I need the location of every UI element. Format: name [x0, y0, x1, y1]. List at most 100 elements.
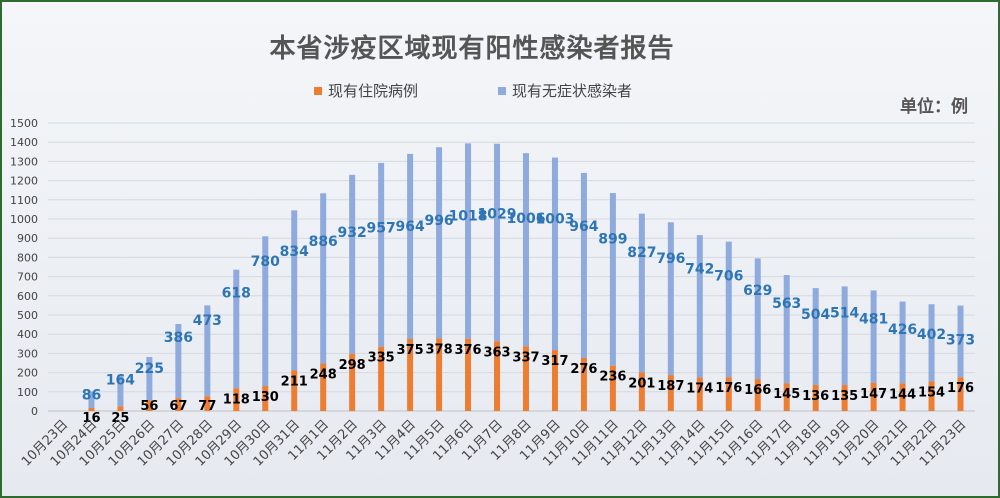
- data-label-hospitalized: 16: [82, 411, 100, 426]
- bar-asymptomatic: [928, 304, 935, 382]
- data-label-hospitalized: 166: [744, 383, 771, 398]
- bar-hospitalized: [117, 406, 124, 411]
- y-tick-label: 1000: [10, 213, 38, 226]
- bar-hospitalized: [899, 383, 906, 411]
- bar-hospitalized: [870, 382, 877, 411]
- data-label-hospitalized: 147: [860, 387, 887, 402]
- bar-hospitalized: [494, 341, 501, 411]
- bar-asymptomatic: [841, 286, 848, 386]
- data-label-asymptomatic: 1006: [507, 211, 546, 227]
- data-label-hospitalized: 154: [918, 385, 945, 400]
- y-tick-label: 100: [17, 386, 38, 399]
- bar-asymptomatic: [378, 162, 385, 347]
- bar-hospitalized: [928, 381, 935, 411]
- data-label-asymptomatic: 386: [164, 330, 193, 346]
- bar-hospitalized: [754, 379, 761, 411]
- chart-title: 本省涉疫区域现有阳性感染者报告: [269, 34, 675, 64]
- data-label-hospitalized: 211: [281, 374, 308, 389]
- data-label-asymptomatic: 996: [424, 213, 453, 229]
- bar-asymptomatic: [233, 269, 240, 389]
- data-label-asymptomatic: 473: [193, 313, 222, 329]
- bar-hospitalized: [436, 338, 443, 411]
- data-label-asymptomatic: 504: [801, 307, 830, 323]
- bar-asymptomatic: [204, 305, 211, 397]
- data-label-asymptomatic: 426: [888, 322, 917, 338]
- data-label-asymptomatic: 86: [82, 387, 101, 403]
- bar-hospitalized: [262, 386, 269, 411]
- bar-hospitalized: [783, 383, 790, 411]
- bar-asymptomatic: [436, 147, 443, 339]
- data-label-asymptomatic: 886: [309, 234, 338, 250]
- bar-hospitalized: [638, 372, 645, 411]
- data-label-hospitalized: 187: [657, 379, 684, 394]
- data-label-hospitalized: 248: [310, 367, 337, 382]
- data-label-asymptomatic: 834: [280, 244, 309, 260]
- data-label-hospitalized: 335: [368, 351, 395, 366]
- bar-asymptomatic: [754, 258, 761, 380]
- bar-asymptomatic: [609, 193, 616, 366]
- data-label-asymptomatic: 164: [106, 373, 135, 389]
- data-label-asymptomatic: 1018: [449, 209, 488, 225]
- bar-hospitalized: [291, 370, 298, 411]
- data-label-hospitalized: 135: [831, 389, 858, 404]
- y-tick-label: 900: [17, 232, 38, 245]
- data-label-asymptomatic: 618: [222, 285, 251, 301]
- data-label-asymptomatic: 1003: [535, 211, 574, 227]
- y-tick-label: 0: [31, 405, 38, 418]
- data-label-asymptomatic: 1029: [478, 206, 517, 222]
- bar-asymptomatic: [812, 288, 819, 385]
- legend-swatch-asymptomatic: [498, 86, 506, 95]
- data-label-hospitalized: 136: [802, 389, 829, 404]
- bar-hospitalized: [465, 338, 472, 411]
- y-tick-label: 800: [17, 251, 38, 264]
- data-label-hospitalized: 298: [339, 358, 366, 373]
- data-label-hospitalized: 376: [454, 343, 481, 358]
- bar-hospitalized: [580, 358, 587, 411]
- data-label-asymptomatic: 899: [598, 231, 627, 247]
- bar-asymptomatic: [638, 213, 645, 373]
- bar-hospitalized: [551, 350, 558, 411]
- y-tick-label: 1400: [10, 136, 38, 149]
- data-label-hospitalized: 276: [570, 362, 597, 377]
- bar-asymptomatic: [117, 374, 124, 407]
- data-label-hospitalized: 176: [947, 381, 974, 396]
- bar-asymptomatic: [696, 235, 703, 378]
- bar-asymptomatic: [783, 275, 790, 384]
- data-label-hospitalized: 144: [889, 387, 916, 402]
- data-label-asymptomatic: 514: [830, 305, 859, 321]
- legend-label-asymptomatic: 现有无症状感染者: [512, 82, 633, 100]
- bar-hospitalized: [696, 377, 703, 411]
- data-label-hospitalized: 25: [111, 411, 129, 426]
- bar-asymptomatic: [291, 210, 298, 371]
- bar-asymptomatic: [899, 301, 906, 384]
- bar-hospitalized: [957, 377, 964, 411]
- data-label-hospitalized: 176: [715, 381, 742, 396]
- bar-asymptomatic: [320, 193, 327, 364]
- y-tick-label: 1100: [10, 194, 38, 207]
- bar-asymptomatic: [551, 157, 558, 351]
- data-label-hospitalized: 118: [223, 392, 250, 407]
- legend-label-hospitalized: 现有住院病例: [328, 82, 419, 100]
- data-label-asymptomatic: 780: [251, 254, 280, 270]
- y-tick-label: 600: [17, 290, 38, 303]
- bar-hospitalized: [522, 346, 529, 411]
- bar-asymptomatic: [580, 172, 587, 359]
- bar-hospitalized: [204, 396, 211, 411]
- y-tick-label: 400: [17, 328, 38, 341]
- unit-label: 单位：例: [900, 97, 968, 117]
- y-tick-label: 200: [17, 367, 38, 380]
- data-label-hospitalized: 130: [252, 390, 279, 405]
- data-label-asymptomatic: 706: [714, 268, 743, 284]
- data-label-asymptomatic: 402: [917, 327, 946, 343]
- bar-asymptomatic: [522, 153, 529, 347]
- bar-hospitalized: [320, 363, 327, 411]
- bar-asymptomatic: [957, 305, 964, 378]
- data-label-asymptomatic: 796: [656, 251, 685, 267]
- legend-swatch-hospitalized: [314, 86, 322, 95]
- data-label-hospitalized: 67: [169, 399, 187, 414]
- data-label-asymptomatic: 629: [743, 283, 772, 299]
- bar-asymptomatic: [88, 391, 95, 408]
- bar-asymptomatic: [407, 153, 414, 339]
- data-label-asymptomatic: 932: [338, 225, 367, 241]
- data-label-hospitalized: 174: [686, 382, 713, 397]
